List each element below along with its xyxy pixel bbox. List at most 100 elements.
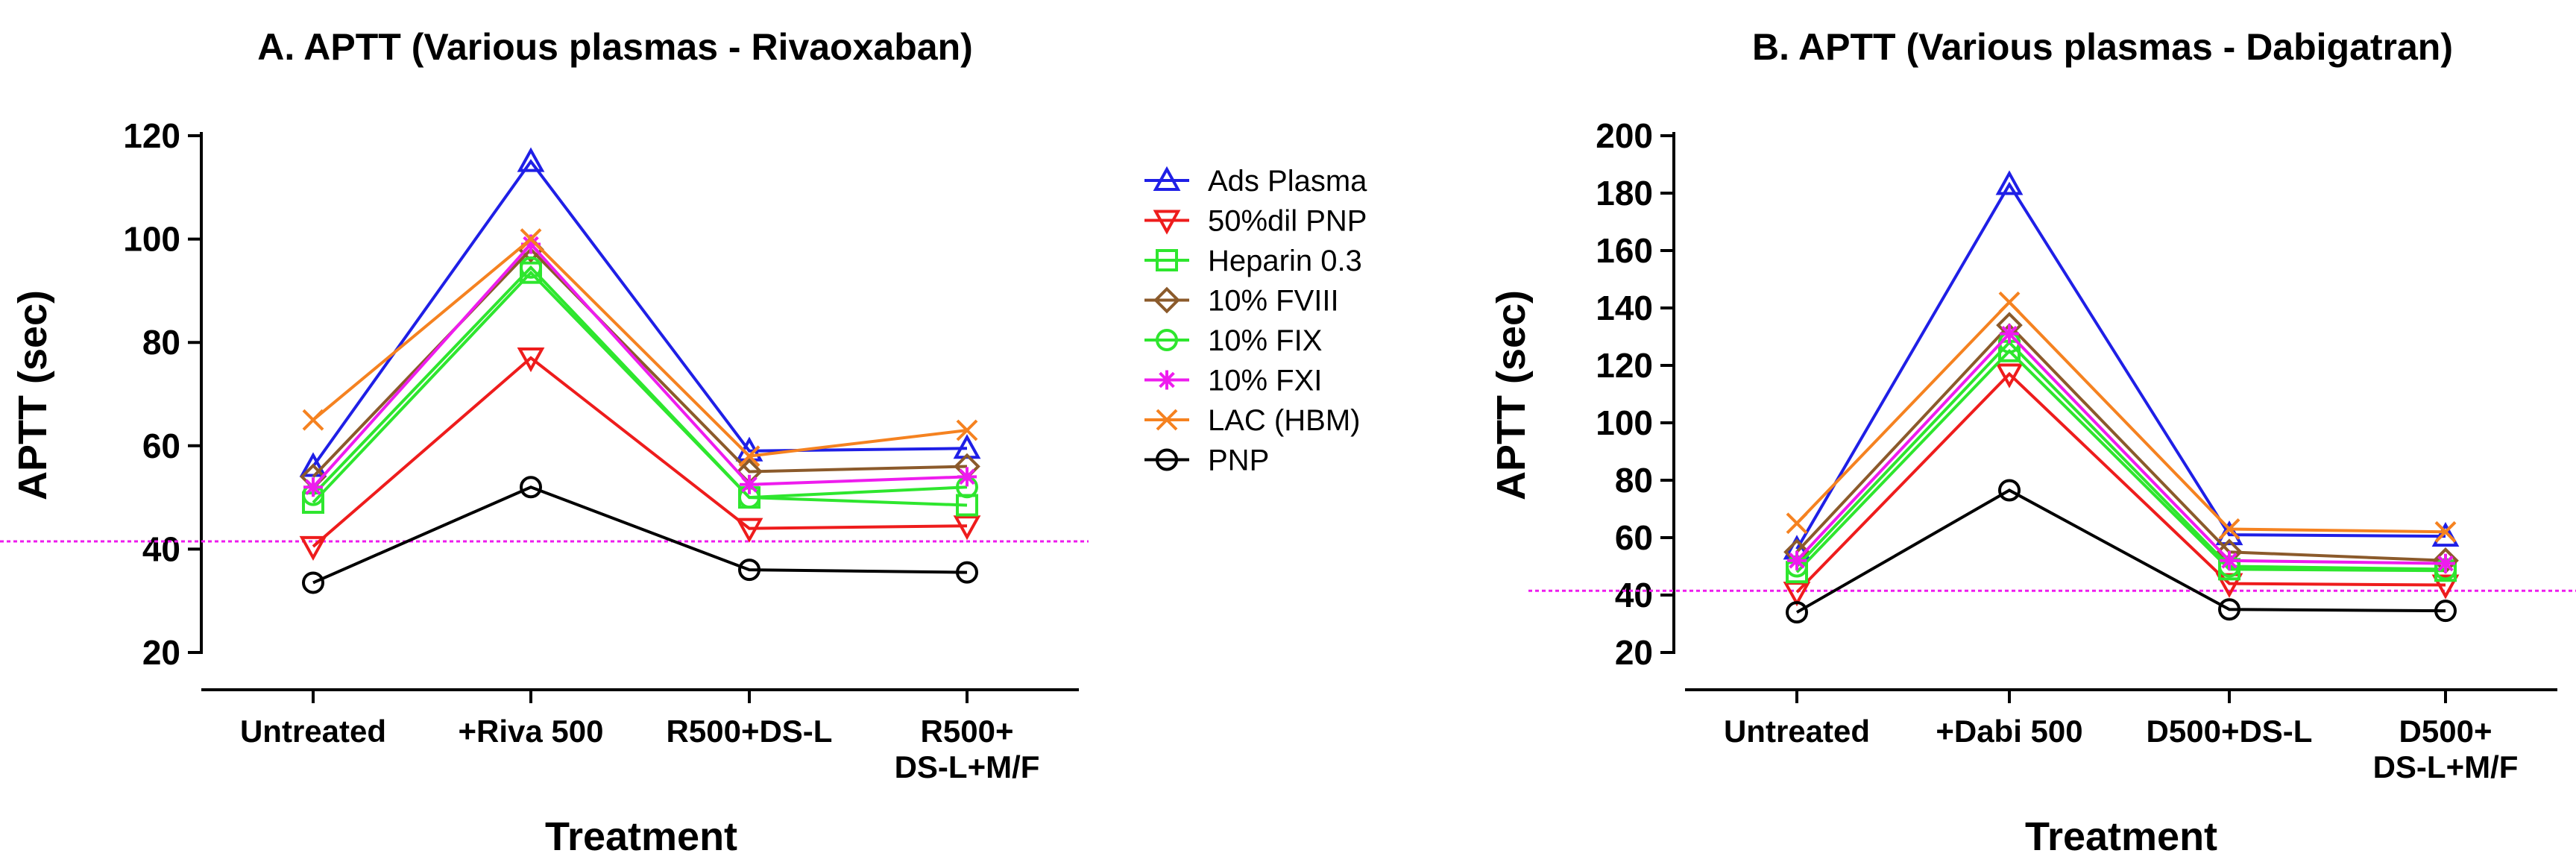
series-line-10-fviii bbox=[312, 247, 968, 478]
panel-a-y-tick-label: 20 bbox=[142, 633, 180, 672]
series-line-pnp bbox=[312, 485, 968, 585]
panel-a-y-tick-label: 100 bbox=[123, 220, 180, 259]
panel-b-y-tick-label: 200 bbox=[1596, 116, 1653, 155]
legend-marker-10-fxi bbox=[1157, 370, 1177, 390]
panel-b-series-heparin-0-3 bbox=[1786, 339, 2457, 584]
data-point-10-fxi bbox=[957, 467, 977, 487]
panel-a-series-10-fxi bbox=[303, 234, 977, 497]
legend-item-pnp: PNP bbox=[1144, 444, 1269, 477]
series-line-ads-plasma bbox=[1795, 181, 2446, 550]
legend-label: LAC (HBM) bbox=[1208, 404, 1360, 437]
series-line-10-fix bbox=[312, 265, 968, 500]
legend-item-50-dil-pnp: 50%dil PNP bbox=[1144, 205, 1367, 238]
data-point-50-dil-pnp bbox=[1783, 582, 1811, 607]
data-point-10-fxi bbox=[303, 477, 323, 497]
data-point-10-fxi bbox=[521, 234, 541, 254]
legend-marker-ads-plasma bbox=[1153, 166, 1181, 191]
panel-b-series-pnp bbox=[1786, 479, 2457, 624]
panel-b-tick-labels: 20 40 60 80 100 120 140 160 180 200 bbox=[1596, 116, 1653, 672]
panel-a-category-labels: Untreated +Riva 500 R500+DS-L R500+DS-L+M/F bbox=[240, 714, 1039, 784]
panel-b-category-label: DS-L+M/F bbox=[2373, 749, 2519, 784]
legend-label: 10% FVIII bbox=[1208, 285, 1339, 318]
data-point-10-fxi bbox=[2000, 324, 2019, 344]
series-line-10-fviii bbox=[1795, 323, 2446, 562]
panel-a-series bbox=[299, 147, 981, 594]
series-line-heparin-0-3 bbox=[1795, 348, 2446, 573]
legend-item-10-fix: 10% FIX bbox=[1144, 324, 1322, 357]
panel-a-y-tick-label: 40 bbox=[142, 529, 180, 568]
panel-a-series-pnp bbox=[302, 476, 978, 594]
panel-b-series-10-fxi bbox=[1787, 324, 2455, 573]
panel-b-y-tick-label: 120 bbox=[1596, 346, 1653, 385]
panel-b-y-tick-label: 100 bbox=[1596, 403, 1653, 442]
data-point-lac-hbm bbox=[2434, 520, 2457, 543]
series-line-10-fix bbox=[1795, 340, 2446, 571]
data-point-lac-hbm bbox=[302, 409, 324, 431]
series-line-50-dil-pnp bbox=[1795, 371, 2446, 594]
data-point-10-fix bbox=[520, 256, 542, 279]
data-point-lac-hbm bbox=[1786, 512, 1808, 535]
panel-a-tick-labels: 20 40 60 80 100 120 bbox=[123, 116, 180, 672]
data-point-lac-hbm bbox=[520, 228, 542, 251]
panel-b-y-tick-label: 160 bbox=[1596, 231, 1653, 270]
legend-item-ads-plasma: Ads Plasma bbox=[1144, 165, 1367, 198]
panel-b-series-10-fviii bbox=[1783, 312, 2459, 574]
panel-b-y-tick-label: 40 bbox=[1615, 576, 1653, 614]
panel-b-series bbox=[1783, 170, 2460, 624]
panel-a-category-label: +Riva 500 bbox=[459, 714, 604, 749]
legend-label: 50%dil PNP bbox=[1208, 205, 1367, 238]
panel-a-axes bbox=[188, 132, 1079, 703]
panel-b-x-axis-title: Treatment bbox=[2025, 814, 2217, 859]
panel-b-y-tick-label: 140 bbox=[1596, 289, 1653, 327]
panel-a-category-label: R500+DS-L bbox=[667, 714, 833, 749]
data-point-50-dil-pnp bbox=[2431, 574, 2460, 600]
legend-marker-10-fviii bbox=[1153, 286, 1180, 314]
panel-a-series-heparin-0-3 bbox=[302, 261, 978, 517]
panel-a-y-tick-label: 120 bbox=[123, 116, 180, 155]
legend-marker-lac-hbm bbox=[1156, 409, 1178, 431]
legend-item-lac-hbm: LAC (HBM) bbox=[1144, 404, 1360, 437]
panel-b-category-label: +Dabi 500 bbox=[1936, 714, 2082, 749]
panel-a-series-10-fix bbox=[302, 256, 978, 509]
panel-a-series-lac-hbm bbox=[302, 228, 978, 468]
data-point-pnp bbox=[520, 476, 542, 499]
legend-label: Ads Plasma bbox=[1208, 165, 1367, 198]
panel-b-category-label: D500+ bbox=[2399, 714, 2492, 749]
data-point-ads-plasma bbox=[2431, 521, 2460, 547]
legend-marker-10-fix bbox=[1156, 329, 1178, 351]
series-line-50-dil-pnp bbox=[312, 356, 968, 548]
data-point-pnp bbox=[1998, 479, 2021, 502]
data-point-50-dil-pnp bbox=[1995, 363, 2024, 389]
series-line-lac-hbm bbox=[312, 236, 968, 458]
data-point-pnp bbox=[2434, 600, 2457, 623]
legend-label: PNP bbox=[1208, 444, 1269, 477]
data-point-pnp bbox=[302, 571, 324, 594]
panel-b-category-label: Untreated bbox=[1724, 714, 1870, 749]
legend-marker-pnp bbox=[1156, 448, 1178, 471]
panel-b-y-tick-label: 60 bbox=[1615, 518, 1653, 557]
panel-a-series-ads-plasma bbox=[299, 147, 981, 477]
panel-a-series-50-dil-pnp bbox=[299, 347, 981, 562]
series-line-heparin-0-3 bbox=[312, 270, 968, 507]
panel-a-title: A. APTT (Various plasmas - Rivaoxaban) bbox=[257, 26, 973, 68]
panel-b-y-tick-label: 20 bbox=[1615, 633, 1653, 672]
data-point-ads-plasma bbox=[1995, 170, 2024, 195]
data-point-lac-hbm bbox=[1998, 291, 2021, 313]
legend-item-10-fviii: 10% FVIII bbox=[1144, 285, 1339, 318]
legend: Ads Plasma 50%dil PNP Heparin 0.3 10% FVIII… bbox=[1144, 165, 1367, 477]
legend-label: Heparin 0.3 bbox=[1208, 245, 1362, 277]
data-point-ads-plasma bbox=[517, 147, 545, 172]
panel-b-y-tick-label: 80 bbox=[1615, 461, 1653, 500]
series-line-10-fxi bbox=[1795, 331, 2446, 565]
data-point-lac-hbm bbox=[738, 445, 760, 468]
data-point-50-dil-pnp bbox=[735, 518, 763, 543]
series-line-ads-plasma bbox=[312, 159, 968, 468]
data-point-lac-hbm bbox=[956, 419, 978, 441]
data-point-50-dil-pnp bbox=[517, 347, 545, 373]
legend-label: 10% FIX bbox=[1208, 324, 1322, 357]
legend-item-10-fxi: 10% FXI bbox=[1144, 365, 1322, 397]
panel-b-y-tick-label: 180 bbox=[1596, 174, 1653, 213]
data-point-pnp bbox=[738, 559, 760, 582]
panel-a-y-tick-label: 80 bbox=[142, 323, 180, 362]
